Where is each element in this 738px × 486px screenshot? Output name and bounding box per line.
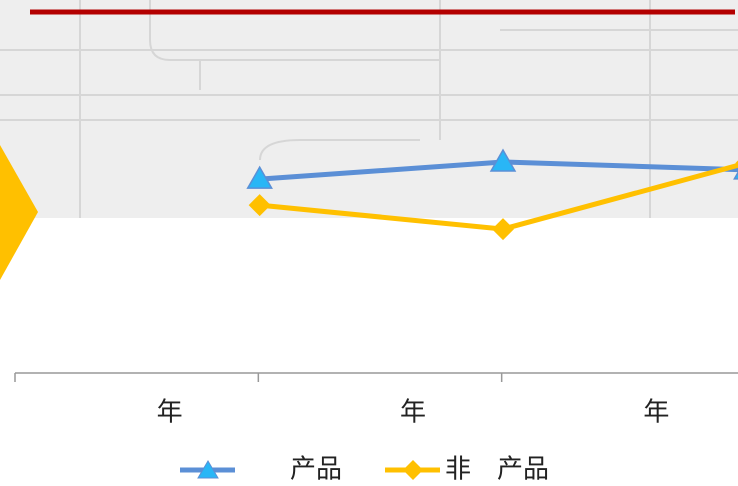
background-panel [0,0,738,218]
x-tick-label: 年 [643,398,669,428]
marker [733,170,738,180]
legend: 产品 非 产品 [180,455,549,485]
marker [492,218,514,241]
x-tick-label: 年 [400,398,426,428]
chevron-decoration [0,145,38,280]
marker [489,148,517,172]
legend-marker [197,460,219,479]
x-tick-label: 年 [157,398,183,428]
background-white [0,218,738,486]
legend-marker [403,460,423,480]
pipe-decoration [0,0,738,218]
legend-label: 非 产品 [445,455,549,485]
legend-label: 产品 [290,455,342,485]
marker [248,194,271,217]
marker [735,160,738,166]
marker [246,165,273,189]
